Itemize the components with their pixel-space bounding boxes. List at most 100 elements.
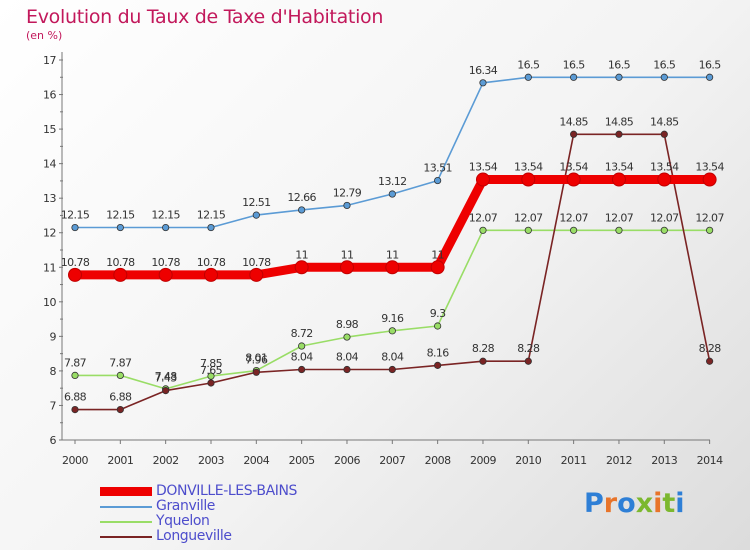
data-label: 8.01 bbox=[245, 352, 267, 365]
data-label: 12.07 bbox=[514, 211, 543, 224]
data-label: 12.15 bbox=[197, 209, 226, 222]
proxiti-logo: Proxiti bbox=[584, 488, 685, 519]
data-point bbox=[706, 357, 714, 365]
data-point bbox=[207, 223, 215, 232]
logo-letter: o bbox=[617, 488, 636, 519]
data-point bbox=[570, 226, 578, 234]
data-point bbox=[615, 73, 623, 81]
data-label: 12.51 bbox=[242, 196, 271, 209]
data-point bbox=[570, 130, 578, 138]
data-label: 11 bbox=[295, 248, 308, 261]
legend-swatch bbox=[100, 499, 152, 514]
data-point bbox=[524, 226, 532, 234]
data-point bbox=[207, 379, 215, 387]
data-label: 9.3 bbox=[430, 307, 446, 320]
x-tick-label: 2013 bbox=[651, 454, 677, 467]
data-point bbox=[660, 73, 668, 81]
logo-letter: P bbox=[584, 488, 604, 519]
data-label: 7.87 bbox=[64, 356, 87, 369]
data-label: 12.15 bbox=[151, 209, 180, 222]
data-point bbox=[385, 260, 400, 275]
data-point bbox=[162, 386, 170, 395]
chart-title: Evolution du Taux de Taxe d'Habitation bbox=[26, 6, 384, 28]
data-point bbox=[252, 211, 260, 219]
legend-label: DONVILLE-LES-BAINS bbox=[156, 483, 298, 499]
data-point bbox=[116, 371, 124, 379]
data-label: 16.5 bbox=[563, 58, 586, 71]
data-point bbox=[479, 357, 487, 365]
data-point bbox=[706, 226, 714, 234]
data-label: 6.88 bbox=[64, 391, 87, 404]
y-tick-label: 16 bbox=[43, 89, 56, 102]
y-tick-label: 10 bbox=[43, 296, 56, 309]
data-label: 7.43 bbox=[155, 372, 178, 385]
data-point bbox=[434, 176, 442, 185]
data-label: 8.28 bbox=[699, 342, 722, 355]
x-tick-label: 2014 bbox=[697, 454, 723, 467]
y-tick-label: 6 bbox=[50, 434, 57, 447]
data-label: 16.5 bbox=[517, 58, 540, 71]
x-tick-label: 2000 bbox=[62, 454, 88, 467]
data-label: 16.5 bbox=[699, 58, 722, 71]
data-label: 14.85 bbox=[559, 115, 588, 128]
data-point bbox=[298, 365, 306, 374]
x-tick-label: 2002 bbox=[153, 454, 179, 467]
data-point bbox=[660, 130, 668, 138]
data-point bbox=[294, 260, 309, 275]
data-label: 13.12 bbox=[378, 175, 407, 188]
y-tick-label: 9 bbox=[50, 330, 57, 343]
data-point bbox=[615, 130, 623, 138]
y-tick-label: 7 bbox=[50, 399, 57, 412]
legend-swatch bbox=[100, 484, 152, 499]
data-label: 12.07 bbox=[695, 211, 724, 224]
y-tick-label: 15 bbox=[43, 123, 56, 136]
chart-subtitle: (en %) bbox=[26, 29, 63, 42]
data-point bbox=[434, 322, 442, 330]
data-point bbox=[343, 201, 351, 210]
data-label: 16.34 bbox=[469, 64, 498, 77]
data-point bbox=[71, 223, 79, 232]
data-point bbox=[570, 73, 578, 81]
logo-letter: t bbox=[662, 488, 676, 519]
data-label: 8.28 bbox=[517, 342, 540, 355]
series-line bbox=[74, 76, 711, 229]
data-label: 13.54 bbox=[469, 161, 498, 174]
data-point bbox=[71, 371, 79, 379]
data-point bbox=[116, 405, 124, 414]
data-label: 7.65 bbox=[200, 364, 223, 377]
x-tick-label: 2006 bbox=[334, 454, 360, 467]
data-point bbox=[343, 333, 351, 341]
data-label: 12.66 bbox=[287, 191, 316, 204]
data-label: 16.5 bbox=[653, 58, 676, 71]
data-point bbox=[113, 267, 128, 282]
data-point bbox=[207, 372, 215, 380]
data-point bbox=[479, 79, 487, 87]
data-point bbox=[249, 267, 264, 282]
data-point bbox=[702, 172, 717, 187]
data-point bbox=[71, 405, 79, 414]
data-label: 12.07 bbox=[559, 211, 588, 224]
y-tick-label: 12 bbox=[43, 227, 56, 240]
line-chart: 6 7 8 9 10 11 12 13 14 15 16 17 2000 2001 2002 2003 2004… bbox=[43, 52, 725, 467]
data-label: 16.5 bbox=[608, 58, 631, 71]
logo-letter: i bbox=[675, 488, 685, 519]
data-point bbox=[298, 206, 306, 214]
x-tick-label: 2009 bbox=[470, 454, 496, 467]
x-tick-label: 2008 bbox=[425, 454, 451, 467]
data-label: 8.04 bbox=[291, 351, 314, 364]
data-label: 8.04 bbox=[381, 351, 404, 364]
data-point bbox=[343, 365, 351, 374]
data-label: 8.72 bbox=[291, 327, 313, 340]
data-label: 10.78 bbox=[242, 256, 271, 269]
data-label: 13.54 bbox=[650, 161, 679, 174]
y-tick-label: 8 bbox=[50, 365, 57, 378]
data-label: 10.78 bbox=[151, 256, 180, 269]
data-point bbox=[611, 172, 626, 187]
legend-swatch bbox=[100, 514, 152, 529]
y-tick-label: 14 bbox=[43, 158, 56, 171]
x-tick-label: 2005 bbox=[289, 454, 315, 467]
legend-label: Longueville bbox=[156, 528, 232, 544]
data-label: 11 bbox=[431, 248, 444, 261]
data-label: 9.16 bbox=[381, 312, 404, 325]
x-tick-label: 2007 bbox=[379, 454, 405, 467]
